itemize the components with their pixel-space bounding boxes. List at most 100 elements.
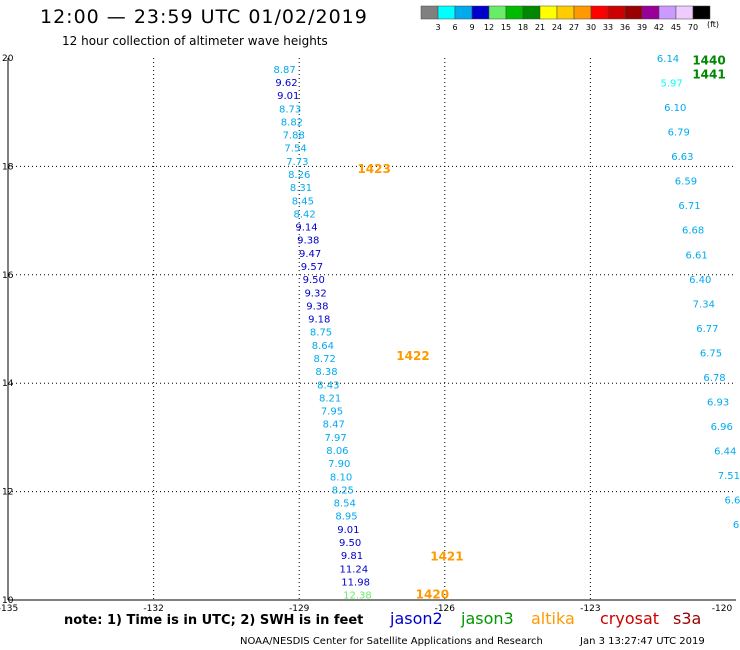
x-tick-label: -129	[289, 604, 310, 614]
legend-color-swatch	[573, 5, 592, 20]
legend-value-label: 24	[552, 23, 562, 32]
wave-height-label-track-b: 5.97	[660, 79, 682, 90]
legend-color-swatch	[437, 5, 456, 20]
wave-height-label-track-a: 7.97	[324, 433, 346, 444]
wave-height-label-track-a: 8.54	[334, 499, 356, 510]
time-label: 1422	[396, 349, 429, 363]
y-tick-label: 12	[2, 488, 13, 498]
legend-color-swatch	[607, 5, 626, 20]
time-label: 1423	[357, 162, 390, 176]
wave-height-label-track-a: 9.62	[275, 78, 297, 89]
wave-height-label-track-b: 6.77	[696, 324, 718, 335]
time-label: 1420	[416, 588, 449, 602]
satellite-name: altika	[531, 609, 575, 628]
wave-height-label-track-b: 7.34	[693, 299, 715, 310]
satellite-name: cryosat	[600, 609, 660, 628]
legend-value-label: 42	[654, 23, 664, 32]
legend-value-label: 18	[518, 23, 528, 32]
wave-height-label-track-a: 8.95	[335, 512, 357, 523]
legend-color-swatch	[556, 5, 575, 20]
legend-value-label: 15	[501, 23, 511, 32]
legend-color-swatch	[641, 5, 660, 20]
wave-height-label-track-b: 6.96	[711, 422, 733, 433]
x-tick-label: -132	[143, 604, 163, 614]
legend-value-label: 12	[484, 23, 494, 32]
wave-height-label-track-b: 6.6	[724, 496, 740, 507]
wave-height-label-track-a: 9.14	[295, 223, 317, 234]
wave-height-label-track-a: 9.38	[297, 236, 319, 247]
legend-value-label: 21	[535, 23, 545, 32]
legend-value-label: 27	[569, 23, 579, 32]
wave-height-label-track-a: 9.18	[308, 315, 330, 326]
legend-value-label: 36	[620, 23, 630, 32]
legend-color-swatch	[505, 5, 524, 20]
wave-height-label-track-a: 8.31	[290, 183, 312, 194]
legend-color-swatch	[539, 5, 558, 20]
wave-height-label-track-a: 7.54	[284, 144, 306, 155]
time-label: 1440	[692, 54, 725, 68]
wave-height-label-track-a: 8.43	[317, 380, 339, 391]
legend-unit-label: (ft)	[707, 20, 720, 29]
wave-height-label-track-a: 8.82	[281, 117, 303, 128]
x-tick-label: -135	[0, 604, 18, 614]
wave-height-label-track-b: 7.51	[718, 471, 740, 482]
wave-height-label-track-a: 7.95	[321, 407, 343, 418]
wave-height-label-track-a: 9.38	[306, 301, 328, 312]
wave-height-label-track-a: 9.01	[337, 525, 359, 536]
wave-height-label-track-b: 6.59	[675, 177, 697, 188]
wave-height-label-track-b: 6.40	[689, 275, 711, 286]
legend-value-label: 9	[469, 23, 474, 32]
legend-color-swatch	[675, 5, 694, 20]
wave-height-label-track-b: 6.68	[682, 226, 704, 237]
wave-height-label-track-a: 7.88	[283, 131, 305, 142]
generation-timestamp: Jan 3 13:27:47 UTC 2019	[580, 636, 705, 647]
wave-height-label-track-a: 8.42	[294, 209, 316, 220]
legend-value-label: 33	[603, 23, 613, 32]
wave-height-label-track-a: 8.72	[314, 354, 336, 365]
satellite-name: s3a	[673, 609, 702, 628]
wave-height-label-track-a: 9.81	[341, 551, 363, 562]
wave-height-label-track-a: 8.10	[330, 472, 352, 483]
legend-value-label: 45	[671, 23, 681, 32]
wave-height-label-track-a: 11.98	[341, 577, 370, 588]
y-tick-label: 16	[2, 271, 14, 281]
wave-height-label-track-a: 9.50	[303, 275, 325, 286]
wave-height-label-track-a: 8.21	[319, 393, 341, 404]
chart-title: 12:00 — 23:59 UTC 01/02/2019	[40, 6, 368, 28]
wave-height-label-track-a: 9.32	[304, 288, 326, 299]
wave-height-label-track-b: 6.63	[671, 152, 693, 163]
y-tick-label: 14	[2, 379, 14, 389]
legend-color-swatch	[488, 5, 507, 20]
credit-line: NOAA/NESDIS Center for Satellite Applica…	[240, 636, 543, 647]
x-tick-label: -126	[435, 604, 456, 614]
wave-height-label-track-b: 6.14	[657, 54, 679, 65]
wave-height-label-track-a: 8.64	[312, 341, 334, 352]
legend-value-label: 6	[452, 23, 457, 32]
satellite-name: jason3	[461, 609, 514, 628]
wave-height-label-track-b: 6.75	[700, 348, 722, 359]
wave-height-label-track-a: 8.26	[288, 170, 310, 181]
wave-height-label-track-b: 6	[733, 520, 739, 531]
wave-height-label-track-a: 9.47	[299, 249, 321, 260]
units-note: note: 1) Time is in UTC; 2) SWH is in fe…	[64, 613, 364, 628]
wave-height-label-track-a: 8.06	[326, 446, 348, 457]
wave-height-label-track-b: 6.93	[707, 397, 729, 408]
y-tick-label: 20	[2, 54, 14, 64]
wave-height-label-track-a: 9.57	[301, 262, 323, 273]
wave-height-label-track-a: 8.47	[323, 420, 345, 431]
wave-height-label-track-a: 8.73	[279, 104, 301, 115]
chart-subtitle: 12 hour collection of altimeter wave hei…	[62, 34, 328, 48]
wave-height-label-track-b: 6.61	[686, 250, 708, 261]
wave-height-label-track-a: 11.24	[339, 564, 368, 575]
time-label: 1421	[430, 550, 463, 564]
wave-height-label-track-b: 6.10	[664, 103, 686, 114]
wave-height-label-track-b: 6.71	[678, 201, 700, 212]
wave-height-label-track-a: 12.38	[343, 591, 372, 602]
y-tick-label: 18	[2, 162, 14, 172]
legend-value-label: 30	[586, 23, 596, 32]
wave-height-label-track-a: 9.01	[277, 91, 299, 102]
time-label: 1441	[692, 67, 725, 81]
wave-height-label-track-a: 8.45	[292, 196, 314, 207]
legend-value-label: 3	[435, 23, 440, 32]
legend-color-swatch	[658, 5, 677, 20]
